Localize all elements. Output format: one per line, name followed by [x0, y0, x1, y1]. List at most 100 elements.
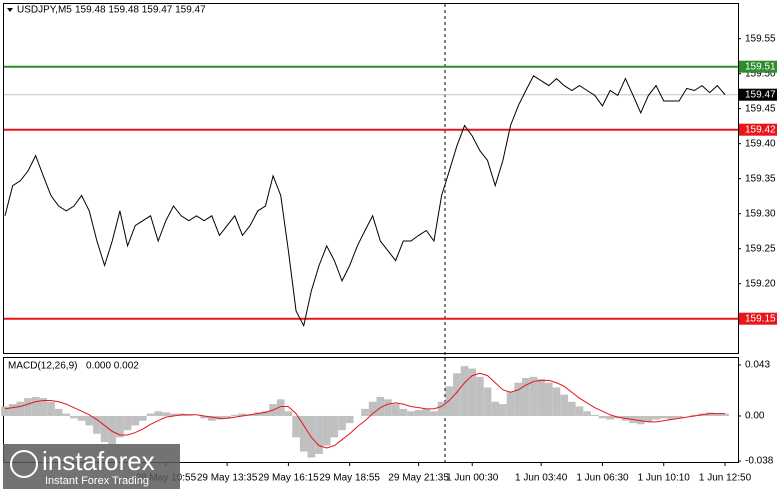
- macd-bar: [123, 415, 132, 431]
- macd-bar: [338, 415, 346, 431]
- price-line: [4, 75, 726, 328]
- macd-bar: [506, 392, 515, 416]
- macd-bar: [154, 411, 163, 416]
- macd-bar: [468, 368, 477, 416]
- macd-bar: [299, 415, 308, 452]
- macd-bar: [422, 408, 431, 416]
- macd-bar: [215, 415, 224, 420]
- macd-bar: [238, 413, 247, 416]
- macd-bar: [16, 401, 25, 416]
- macd-bar: [453, 373, 461, 416]
- macd-bar: [652, 415, 660, 420]
- x-tick-label: 1 Jun 06:30: [576, 473, 629, 484]
- x-tick-label: 29 May 16:15: [258, 473, 319, 484]
- macd-bar: [713, 413, 722, 416]
- macd-bar: [31, 396, 40, 416]
- macd-bar: [368, 401, 377, 416]
- level-label: 159.15: [745, 313, 776, 324]
- macd-bar: [230, 414, 239, 416]
- macd-bar: [399, 408, 408, 416]
- macd-bar: [47, 401, 55, 416]
- watermark-tagline: Instant Forex Trading: [45, 475, 149, 487]
- macd-bar: [100, 415, 109, 443]
- y-tick-label: 159.55: [745, 33, 776, 44]
- macd-bar: [146, 413, 155, 416]
- macd-bar: [376, 396, 385, 416]
- macd-bar: [545, 382, 553, 416]
- macd-bar: [24, 398, 32, 416]
- macd-bar: [675, 415, 683, 419]
- macd-bar: [345, 415, 354, 424]
- x-tick-label: 1 Jun 03:40: [515, 473, 568, 484]
- macd-bar: [93, 415, 101, 434]
- x-tick-label: 29 May 18:55: [319, 473, 380, 484]
- macd-bar: [583, 411, 591, 416]
- macd-bar: [491, 401, 500, 416]
- signal-line: [4, 372, 725, 449]
- macd-bar: [598, 415, 607, 419]
- macd-bar: [644, 415, 653, 422]
- macd-bar: [667, 415, 676, 420]
- level-label-bg: [739, 88, 777, 101]
- macd-bar: [116, 415, 124, 438]
- y-tick-label: 159.35: [745, 173, 776, 184]
- watermark-brand: instaforex: [42, 446, 155, 476]
- macd-bar: [315, 415, 323, 454]
- watermark: instaforex Instant Forex Trading: [3, 444, 180, 489]
- macd-bar: [169, 413, 178, 416]
- y-tick-label: 0.043: [745, 360, 770, 371]
- macd-bar: [705, 412, 714, 416]
- macd-bar: [567, 401, 576, 416]
- level-label: 159.51: [745, 61, 776, 72]
- x-tick-label: 1 Jun 10:10: [638, 473, 691, 484]
- macd-bar: [537, 379, 545, 416]
- macd-bar: [522, 378, 530, 416]
- y-tick-label: -0.038: [745, 456, 774, 467]
- macd-bar: [659, 415, 668, 419]
- macd-bar: [253, 412, 262, 416]
- macd-bar: [606, 415, 614, 420]
- macd-bar: [261, 411, 270, 416]
- macd-title: MACD(12,26,9): [8, 361, 77, 372]
- macd-bar: [70, 415, 78, 419]
- macd-bar: [1, 406, 9, 416]
- watermark-bg: [3, 444, 180, 489]
- level-label: 159.47: [745, 89, 776, 100]
- macd-bar: [560, 394, 568, 416]
- macd-bar: [483, 387, 492, 416]
- macd-bar: [590, 414, 599, 416]
- macd-bar: [414, 410, 423, 416]
- macd-bar: [139, 415, 147, 421]
- x-tick-label: 1 Jun 12:50: [699, 473, 752, 484]
- macd-bar: [437, 401, 446, 416]
- macd-bar: [292, 415, 300, 438]
- y-tick-label: 159.40: [745, 138, 776, 149]
- macd-bar: [8, 404, 17, 416]
- macd-bar: [162, 412, 170, 416]
- level-label-bg: [739, 312, 777, 325]
- watermark-logo: [10, 450, 38, 478]
- macd-bar: [185, 414, 193, 416]
- macd-bar: [690, 414, 699, 416]
- macd-bar: [108, 415, 117, 445]
- macd-bar: [636, 415, 645, 425]
- macd-bar: [430, 411, 438, 416]
- x-tick-label: 1 Jun 00:30: [446, 473, 499, 484]
- macd-quote: 0.000 0.002: [86, 361, 139, 372]
- macd-bar: [54, 408, 63, 416]
- y-tick-label: 159.50: [745, 68, 776, 79]
- macd-bar: [476, 376, 484, 416]
- price-title: USDJPY,M5: [17, 5, 72, 16]
- macd-bar: [62, 413, 71, 416]
- macd-bar: [284, 411, 293, 416]
- macd-bar: [223, 415, 231, 419]
- y-tick-label: 159.20: [745, 278, 776, 289]
- x-tick-label: 29 May 13:35: [197, 473, 258, 484]
- level-label-bg: [739, 123, 777, 136]
- macd-bar: [407, 411, 415, 416]
- macd-bar: [575, 406, 584, 416]
- macd-bar: [39, 398, 48, 416]
- macd-bar: [552, 387, 561, 416]
- price-quote: 159.48 159.48 159.47 159.47: [75, 5, 206, 16]
